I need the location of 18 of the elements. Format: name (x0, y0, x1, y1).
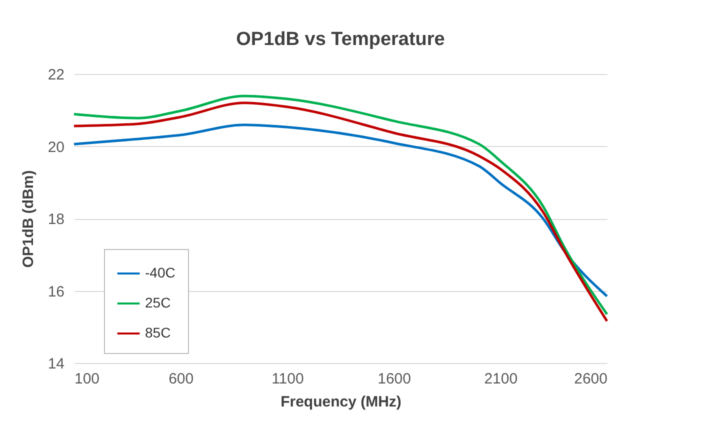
x-tick-label: 1100 (272, 370, 304, 388)
y-tick-label: 14 (48, 356, 64, 372)
y-axis-title: OP1dB (dBm) (20, 170, 37, 268)
line-series (72, 124, 608, 298)
x-tick-label: 100 (74, 370, 100, 388)
x-tick-label: 1600 (378, 370, 411, 388)
y-tick-label: 16 (48, 283, 64, 300)
legend-label: -40C (145, 264, 176, 280)
chart-title: OP1dB vs Temperature (236, 29, 445, 50)
legend-label: 25C (145, 294, 171, 310)
legend-label: 85C (145, 324, 171, 340)
x-axis-title: Frequency (MHz) (280, 394, 402, 410)
x-tick-label: 2100 (484, 370, 518, 388)
y-tick-label: 18 (48, 211, 64, 228)
y-tick-label: 20 (48, 138, 64, 156)
x-tick-label: 600 (168, 370, 194, 388)
x-tick-label: 2600 (574, 370, 608, 388)
y-tick-label: 22 (48, 66, 64, 84)
